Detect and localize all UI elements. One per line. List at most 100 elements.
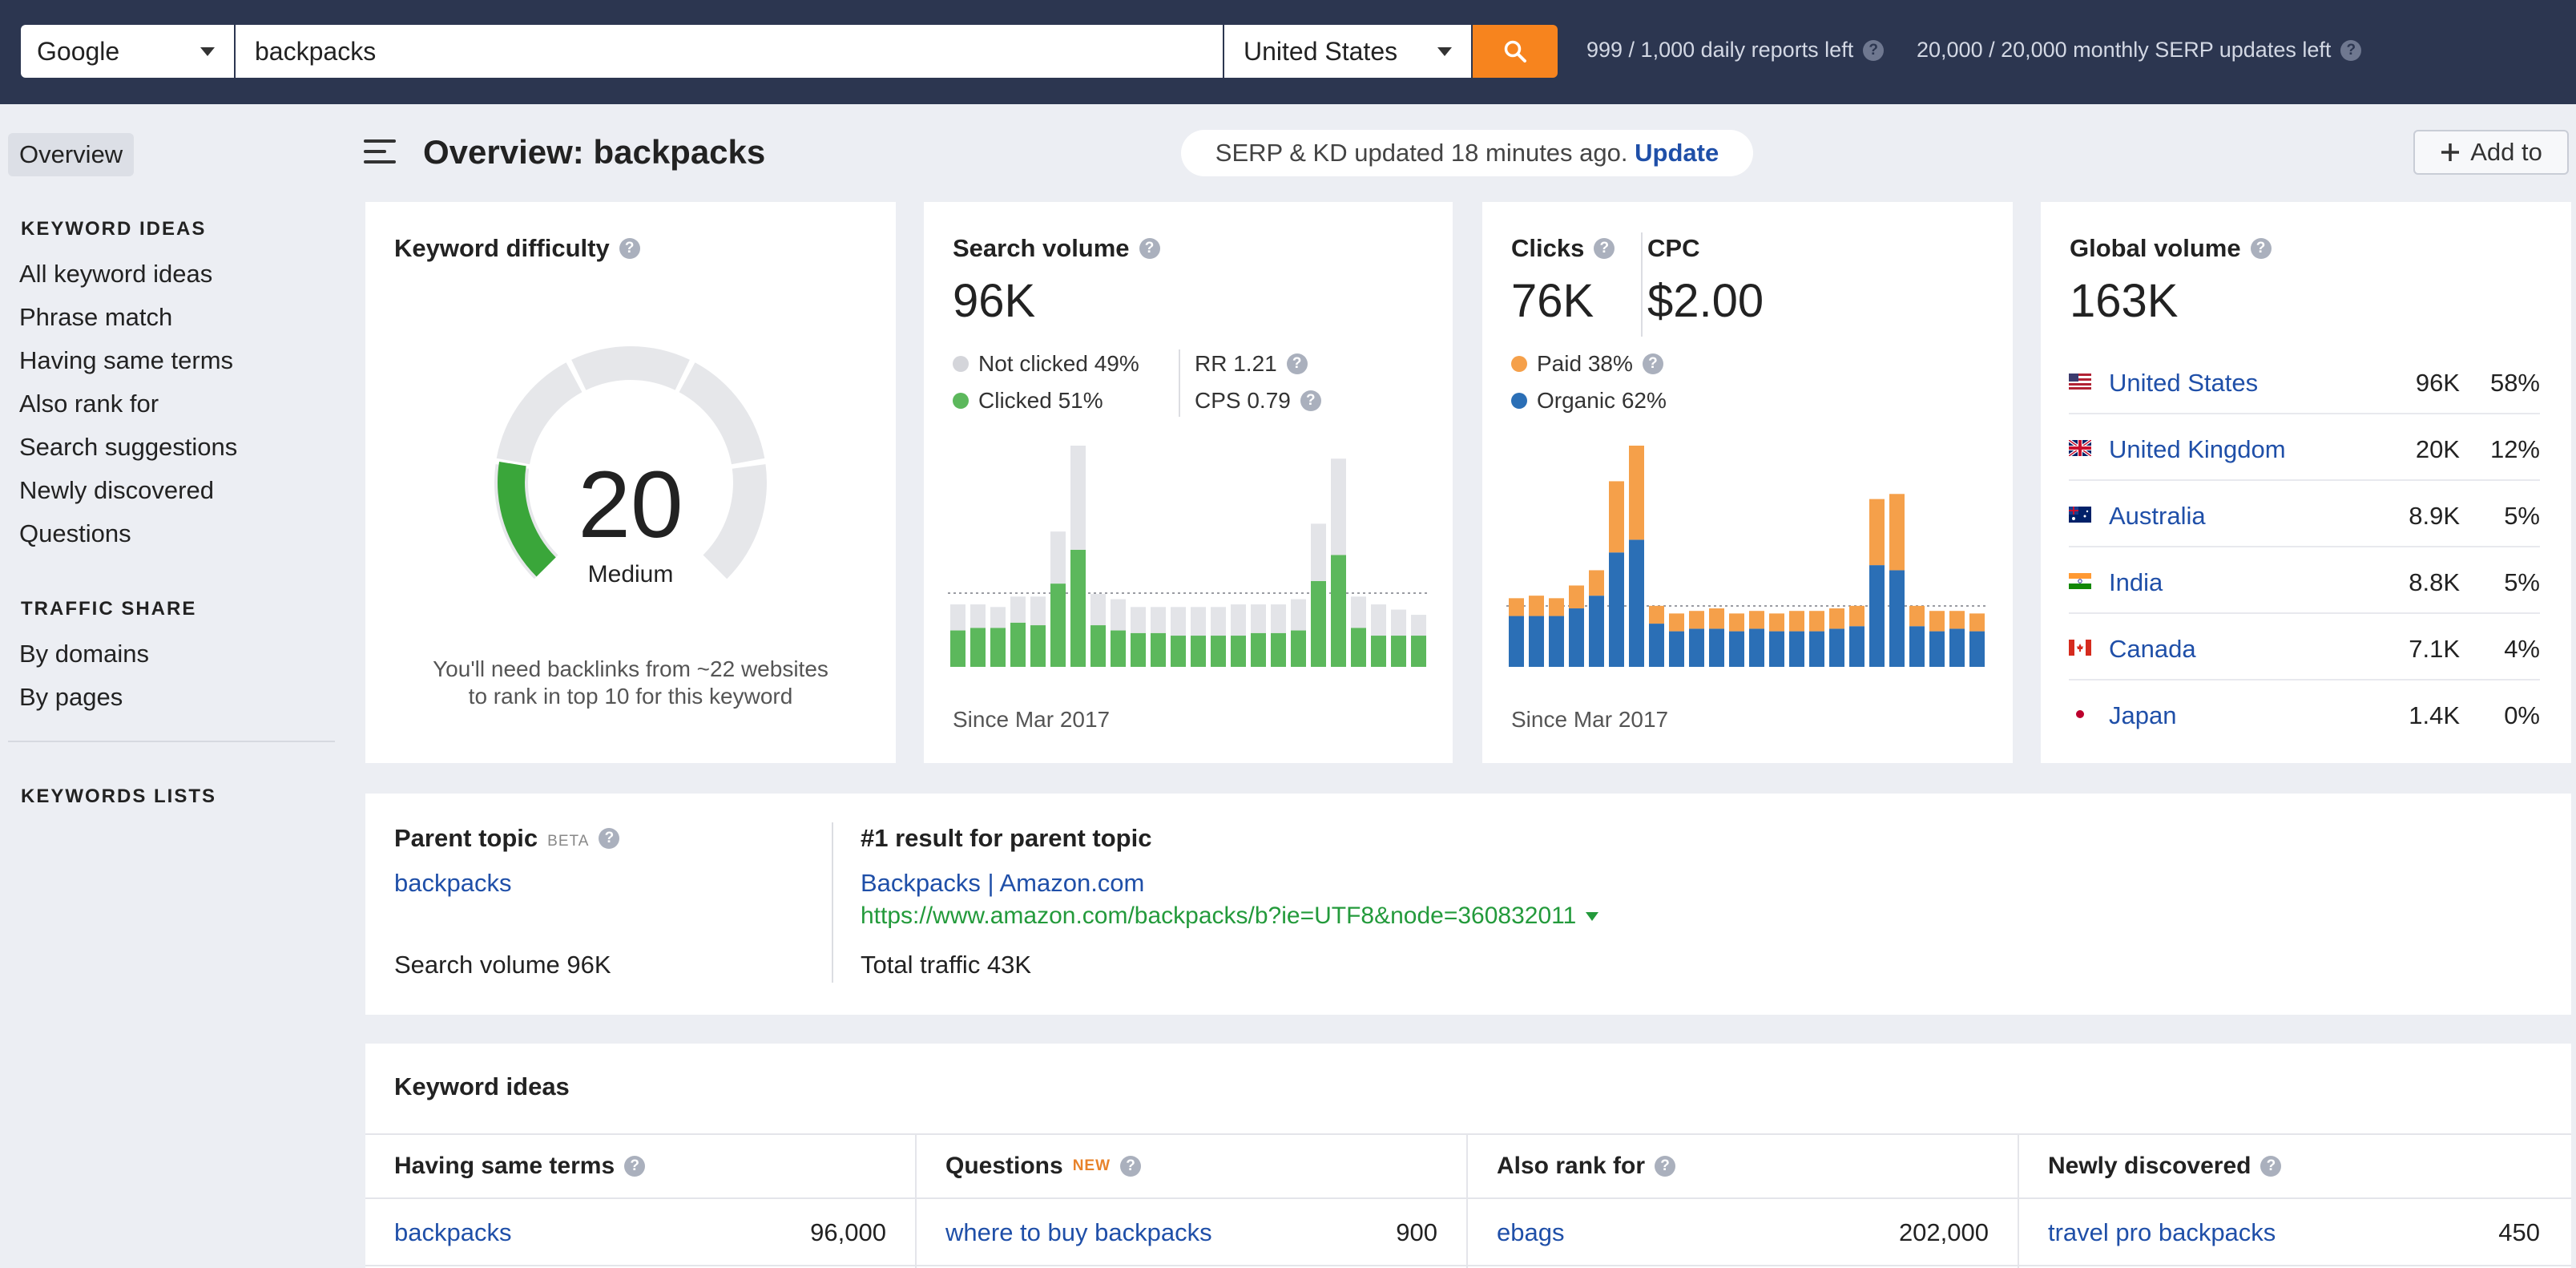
bar-not-clicked[interactable]: [1131, 607, 1146, 633]
help-icon[interactable]: ?: [1300, 390, 1321, 411]
bar-paid[interactable]: [1629, 446, 1644, 540]
bar-clicked[interactable]: [970, 628, 986, 667]
bar-clicked[interactable]: [1090, 625, 1106, 667]
bar-organic[interactable]: [1569, 608, 1584, 667]
bar-clicked[interactable]: [1191, 636, 1206, 667]
bar-clicked[interactable]: [1311, 580, 1326, 667]
bar-paid[interactable]: [1689, 611, 1704, 629]
search-engine-select[interactable]: Google: [21, 25, 234, 78]
bar-paid[interactable]: [1729, 613, 1744, 632]
sidebar-item-newly-discovered[interactable]: Newly discovered: [19, 476, 214, 504]
bar-paid[interactable]: [1929, 611, 1945, 632]
help-icon[interactable]: ?: [1863, 39, 1885, 61]
sidebar-item-by-domains[interactable]: By domains: [19, 640, 149, 668]
bar-paid[interactable]: [1569, 585, 1584, 609]
help-icon[interactable]: ?: [619, 238, 640, 259]
bar-clicked[interactable]: [1050, 584, 1066, 667]
bar-paid[interactable]: [1669, 613, 1684, 632]
help-icon[interactable]: ?: [1642, 353, 1663, 374]
bar-clicked[interactable]: [1070, 549, 1086, 667]
bar-clicked[interactable]: [1351, 628, 1366, 667]
bar-organic[interactable]: [1629, 539, 1644, 667]
bar-paid[interactable]: [1509, 598, 1524, 616]
keyword-link[interactable]: travel pro backpacks: [2048, 1218, 2276, 1246]
bar-organic[interactable]: [1889, 570, 1905, 667]
bar-paid[interactable]: [1709, 608, 1724, 629]
bar-clicked[interactable]: [1391, 636, 1406, 667]
update-link[interactable]: Update: [1635, 139, 1719, 167]
bar-organic[interactable]: [1769, 631, 1784, 667]
bar-not-clicked[interactable]: [1411, 615, 1426, 636]
keyword-link[interactable]: ebags: [1497, 1218, 1565, 1246]
bar-paid[interactable]: [1909, 605, 1925, 627]
bar-not-clicked[interactable]: [1231, 604, 1246, 636]
bar-not-clicked[interactable]: [1211, 607, 1226, 636]
help-icon[interactable]: ?: [599, 828, 620, 849]
bar-organic[interactable]: [1789, 631, 1804, 667]
top-result-url[interactable]: https://www.amazon.com/backpacks/b?ie=UT…: [861, 903, 1577, 929]
bar-clicked[interactable]: [950, 630, 965, 667]
bar-paid[interactable]: [1789, 611, 1804, 632]
bar-paid[interactable]: [1549, 598, 1564, 616]
bar-not-clicked[interactable]: [1151, 607, 1166, 633]
bar-organic[interactable]: [1509, 616, 1524, 667]
sidebar-item-also-rank-for[interactable]: Also rank for: [19, 390, 159, 418]
bar-organic[interactable]: [1949, 628, 1965, 667]
bar-not-clicked[interactable]: [1171, 607, 1186, 636]
bar-not-clicked[interactable]: [1050, 531, 1066, 584]
country-name[interactable]: United States: [2109, 369, 2259, 397]
help-icon[interactable]: ?: [1655, 1156, 1676, 1177]
bar-paid[interactable]: [1769, 613, 1784, 632]
bar-paid[interactable]: [1609, 481, 1624, 553]
column-header[interactable]: Having same terms ?: [394, 1153, 646, 1180]
bar-not-clicked[interactable]: [990, 607, 1006, 628]
bar-not-clicked[interactable]: [1351, 596, 1366, 628]
bar-not-clicked[interactable]: [1070, 446, 1086, 550]
bar-organic[interactable]: [1729, 631, 1744, 667]
help-icon[interactable]: ?: [2340, 39, 2362, 61]
bar-paid[interactable]: [1589, 570, 1604, 596]
bar-clicked[interactable]: [1271, 632, 1286, 667]
sidebar-item-having-same-terms[interactable]: Having same terms: [19, 346, 234, 374]
help-icon[interactable]: ?: [1286, 353, 1308, 374]
bar-paid[interactable]: [1749, 611, 1764, 629]
bar-paid[interactable]: [1829, 608, 1844, 629]
keyword-link[interactable]: where to buy backpacks: [945, 1218, 1212, 1246]
country-row[interactable]: United Kingdom 20K 12%: [2069, 414, 2540, 481]
caret-down-icon[interactable]: [1586, 911, 1599, 921]
bar-clicked[interactable]: [1131, 632, 1146, 667]
sidebar-item-overview[interactable]: Overview: [8, 133, 135, 176]
column-header[interactable]: Also rank for ?: [1497, 1153, 1676, 1180]
bar-organic[interactable]: [1869, 565, 1885, 667]
bar-clicked[interactable]: [1251, 632, 1266, 667]
bar-not-clicked[interactable]: [950, 604, 965, 631]
add-to-list-button[interactable]: Add to: [2413, 130, 2569, 175]
sidebar-item-search-suggestions[interactable]: Search suggestions: [19, 433, 238, 461]
bar-organic[interactable]: [1669, 631, 1684, 667]
sidebar-item-all-keyword-ideas[interactable]: All keyword ideas: [19, 260, 213, 288]
country-name[interactable]: Japan: [2109, 701, 2177, 729]
bar-not-clicked[interactable]: [1291, 599, 1306, 631]
bar-paid[interactable]: [1809, 611, 1824, 632]
bar-paid[interactable]: [1949, 611, 1965, 629]
bar-clicked[interactable]: [1010, 622, 1026, 667]
help-icon[interactable]: ?: [1139, 238, 1160, 259]
country-name[interactable]: United Kingdom: [2109, 435, 2286, 463]
bar-organic[interactable]: [1649, 624, 1664, 667]
bar-clicked[interactable]: [1231, 636, 1246, 667]
search-button[interactable]: [1473, 25, 1558, 78]
bar-organic[interactable]: [1929, 631, 1945, 667]
help-icon[interactable]: ?: [624, 1156, 646, 1177]
parent-topic-keyword[interactable]: backpacks: [394, 869, 512, 897]
country-row[interactable]: India 8.8K 5%: [2069, 547, 2540, 614]
bar-not-clicked[interactable]: [1030, 596, 1046, 626]
sidebar-item-phrase-match[interactable]: Phrase match: [19, 303, 173, 331]
bar-not-clicked[interactable]: [1251, 604, 1266, 633]
bar-organic[interactable]: [1909, 626, 1925, 667]
keyword-link[interactable]: backpacks: [394, 1218, 512, 1246]
bar-clicked[interactable]: [1331, 555, 1346, 667]
bar-clicked[interactable]: [1030, 625, 1046, 667]
bar-organic[interactable]: [1689, 628, 1704, 667]
help-icon[interactable]: ?: [1594, 238, 1615, 259]
bar-organic[interactable]: [1849, 626, 1864, 667]
